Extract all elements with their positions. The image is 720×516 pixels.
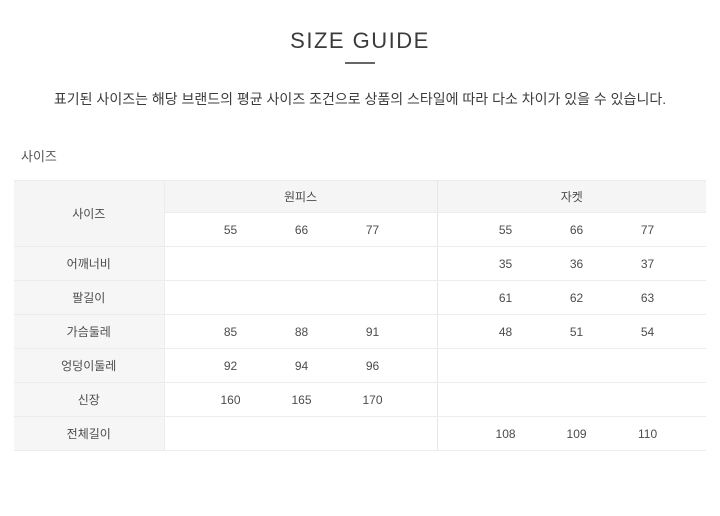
value-cell — [195, 246, 266, 282]
value-cell: 165 — [266, 382, 337, 418]
value-cell: 37 — [612, 246, 684, 282]
spacer-cell — [437, 382, 471, 418]
value-cell: 110 — [612, 416, 684, 452]
spacer-cell — [164, 246, 195, 282]
size-header-cell: 55 — [470, 212, 542, 248]
value-cell: 48 — [470, 314, 542, 350]
spacer-cell — [437, 280, 471, 316]
value-cell: 170 — [337, 382, 408, 418]
value-cell: 63 — [612, 280, 684, 316]
row-label: 신장 — [14, 382, 165, 418]
value-cell: 109 — [541, 416, 613, 452]
spacer-cell — [164, 212, 195, 248]
spacer-cell — [164, 348, 195, 384]
spacer-cell — [683, 348, 707, 384]
value-cell: 85 — [195, 314, 266, 350]
size-header-cell: 77 — [337, 212, 408, 248]
size-header-cell: 77 — [612, 212, 684, 248]
spacer-cell — [408, 280, 438, 316]
value-cell — [612, 348, 684, 384]
value-cell — [612, 382, 684, 418]
spacer-cell — [164, 382, 195, 418]
table-row-arm-length: 팔길이 61 62 63 — [14, 280, 707, 316]
row-label: 가슴둘레 — [14, 314, 165, 350]
spacer-cell — [437, 212, 471, 248]
spacer-cell — [437, 416, 471, 452]
value-cell — [266, 416, 337, 452]
value-cell: 92 — [195, 348, 266, 384]
value-cell: 160 — [195, 382, 266, 418]
value-cell: 61 — [470, 280, 542, 316]
size-header-cell: 55 — [195, 212, 266, 248]
value-cell — [195, 416, 266, 452]
row-label: 전체길이 — [14, 416, 165, 452]
table-row-total-length: 전체길이 108 109 110 — [14, 416, 707, 452]
spacer-cell — [683, 314, 707, 350]
spacer-cell — [437, 348, 471, 384]
value-cell — [337, 416, 408, 452]
value-cell — [266, 280, 337, 316]
row-label: 엉덩이둘레 — [14, 348, 165, 384]
spacer-cell — [408, 382, 438, 418]
row-label: 팔길이 — [14, 280, 165, 316]
value-cell: 36 — [541, 246, 613, 282]
value-cell — [541, 382, 613, 418]
spacer-cell — [683, 246, 707, 282]
table-row-chest: 가슴둘레 85 88 91 48 51 54 — [14, 314, 707, 350]
spacer-cell — [408, 314, 438, 350]
table-sizes-row: 55 66 77 55 66 77 — [14, 212, 707, 248]
spacer-cell — [164, 416, 195, 452]
value-cell: 108 — [470, 416, 542, 452]
value-cell: 54 — [612, 314, 684, 350]
value-cell: 62 — [541, 280, 613, 316]
spacer-cell — [408, 246, 438, 282]
spacer-cell — [683, 382, 707, 418]
size-table: 사이즈 원피스 자켓 55 66 77 55 66 77 어깨너비 35 36 — [14, 180, 707, 452]
section-label-size: 사이즈 — [21, 148, 57, 164]
value-cell — [195, 280, 266, 316]
corner-header-size: 사이즈 — [14, 180, 165, 248]
value-cell — [470, 348, 542, 384]
title-underline — [345, 62, 375, 64]
size-guide-description: 표기된 사이즈는 해당 브랜드의 평균 사이즈 조건으로 상품의 스타일에 따라… — [53, 91, 667, 107]
value-cell: 94 — [266, 348, 337, 384]
spacer-cell — [683, 212, 707, 248]
spacer-cell — [408, 212, 438, 248]
table-group-header-row: 사이즈 원피스 자켓 — [14, 180, 707, 248]
value-cell — [541, 348, 613, 384]
value-cell — [266, 246, 337, 282]
value-cell — [470, 382, 542, 418]
table-row-hip: 엉덩이둘레 92 94 96 — [14, 348, 707, 384]
value-cell: 35 — [470, 246, 542, 282]
value-cell: 91 — [337, 314, 408, 350]
size-header-cell: 66 — [266, 212, 337, 248]
spacer-cell — [437, 314, 471, 350]
spacer-cell — [408, 416, 438, 452]
page-title: SIZE GUIDE — [290, 28, 430, 53]
group-header-onepiece: 원피스 — [164, 180, 438, 214]
spacer-cell — [437, 246, 471, 282]
value-cell: 96 — [337, 348, 408, 384]
table-row-height: 신장 160 165 170 — [14, 382, 707, 418]
group-header-jacket: 자켓 — [437, 180, 707, 214]
value-cell: 51 — [541, 314, 613, 350]
row-label: 어깨너비 — [14, 246, 165, 282]
size-header-cell: 66 — [541, 212, 613, 248]
spacer-cell — [683, 280, 707, 316]
table-row-shoulder-width: 어깨너비 35 36 37 — [14, 246, 707, 282]
value-cell — [337, 280, 408, 316]
value-cell — [337, 246, 408, 282]
spacer-cell — [164, 280, 195, 316]
spacer-cell — [408, 348, 438, 384]
value-cell: 88 — [266, 314, 337, 350]
spacer-cell — [683, 416, 707, 452]
spacer-cell — [164, 314, 195, 350]
